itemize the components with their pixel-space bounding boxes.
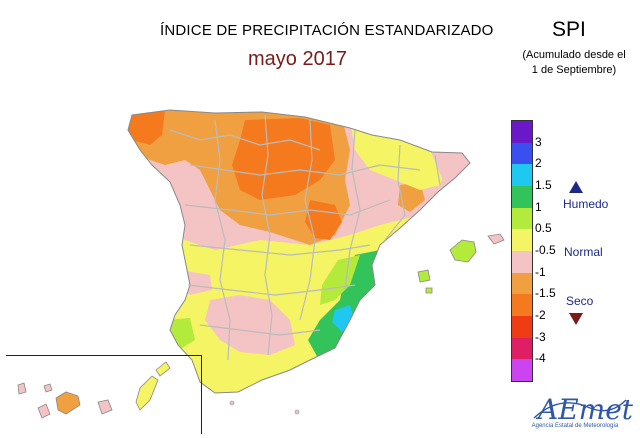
- ibiza-island: [417, 269, 431, 283]
- canary-islands: [17, 361, 171, 419]
- wet-arrow-icon: [569, 181, 583, 193]
- province-border: [299, 119, 316, 321]
- la-palma-island: [17, 382, 27, 395]
- melilla: [294, 409, 300, 415]
- legend-class-normal: Normal: [564, 245, 603, 259]
- province-border: [169, 129, 321, 151]
- legend-tick-label: -1.5: [535, 286, 556, 301]
- map-subtitle-date: mayo 2017: [248, 48, 347, 70]
- legend-swatch: [512, 272, 532, 295]
- ceuta: [229, 400, 235, 406]
- la-gomera-island: [43, 383, 53, 393]
- el-hierro-island: [37, 403, 51, 419]
- legend-swatch: [512, 251, 532, 274]
- legend-swatch: [512, 359, 532, 382]
- green-zone-southeast: [308, 250, 385, 358]
- index-note-line2: 1 de Septiembre): [531, 64, 617, 76]
- aemet-logo-text: AEmet: [538, 393, 634, 426]
- province-border: [214, 119, 231, 361]
- ceuta-melilla: [229, 400, 300, 415]
- legend-swatch: [512, 294, 532, 317]
- legend-swatch: [512, 164, 532, 187]
- orange-zone-catalonia: [398, 182, 425, 212]
- legend-swatch: [512, 121, 532, 144]
- light-green-zone-levante: [320, 255, 360, 305]
- legend-class-dry: Seco: [566, 294, 594, 308]
- province-border: [189, 164, 421, 176]
- index-name: SPI: [552, 18, 586, 41]
- map-title: ÍNDICE DE PRECIPITACIÓN ESTANDARIZADO: [160, 22, 494, 39]
- province-border: [384, 144, 406, 241]
- balearic-islands: [417, 233, 505, 294]
- legend-tick-label: 1: [535, 199, 542, 214]
- legend-tick-label: 1.5: [535, 178, 552, 192]
- province-border: [184, 199, 391, 216]
- province-border: [187, 284, 356, 296]
- index-note-line1: (Acumulado desde el: [522, 49, 626, 61]
- canary-islands-inset-frame: [6, 355, 202, 434]
- gran-canaria-island: [97, 399, 113, 415]
- province-borders: [169, 114, 441, 361]
- menorca-island: [487, 233, 505, 245]
- legend-tick-label: -1: [535, 264, 546, 279]
- formentera-island: [425, 287, 433, 294]
- dry-arrow-icon: [569, 313, 583, 325]
- legend-swatch: [512, 207, 532, 230]
- legend-swatch: [512, 337, 532, 360]
- legend-tick-label: -2: [535, 308, 546, 322]
- mallorca-island: [449, 239, 477, 263]
- legend-swatch: [512, 229, 532, 252]
- province-border: [199, 324, 321, 336]
- index-note: (Acumulado desde el 1 de Septiembre): [515, 48, 633, 78]
- normal-zone-ebro: [350, 120, 445, 190]
- peninsula-outline: [127, 109, 471, 394]
- legend-class-wet: Humedo: [563, 197, 609, 211]
- aemet-logo-tagline: Agencia Estatal de Meteorología: [531, 423, 619, 429]
- legend-swatch: [512, 142, 532, 165]
- province-border: [434, 154, 441, 186]
- legend-tick-label: -0.5: [535, 243, 556, 257]
- legend-tick-label: 2: [535, 156, 542, 171]
- province-border: [261, 114, 273, 356]
- tenerife-island: [55, 391, 81, 415]
- legend-tick-label: 3: [535, 134, 542, 149]
- legend-swatch: [512, 186, 532, 209]
- legend-color-bar: [511, 120, 533, 382]
- legend-tick-label: 0.5: [535, 221, 552, 236]
- dark-orange-zone-castilla: [232, 118, 335, 200]
- legend-tick-label: -3: [535, 329, 546, 344]
- legend-tick-label: -4: [535, 351, 546, 366]
- fuerteventura-island: [135, 375, 159, 411]
- province-border: [344, 129, 361, 291]
- lanzarote-island: [155, 361, 171, 377]
- aemet-logo-icon: [533, 399, 627, 419]
- legend-swatch: [512, 316, 532, 339]
